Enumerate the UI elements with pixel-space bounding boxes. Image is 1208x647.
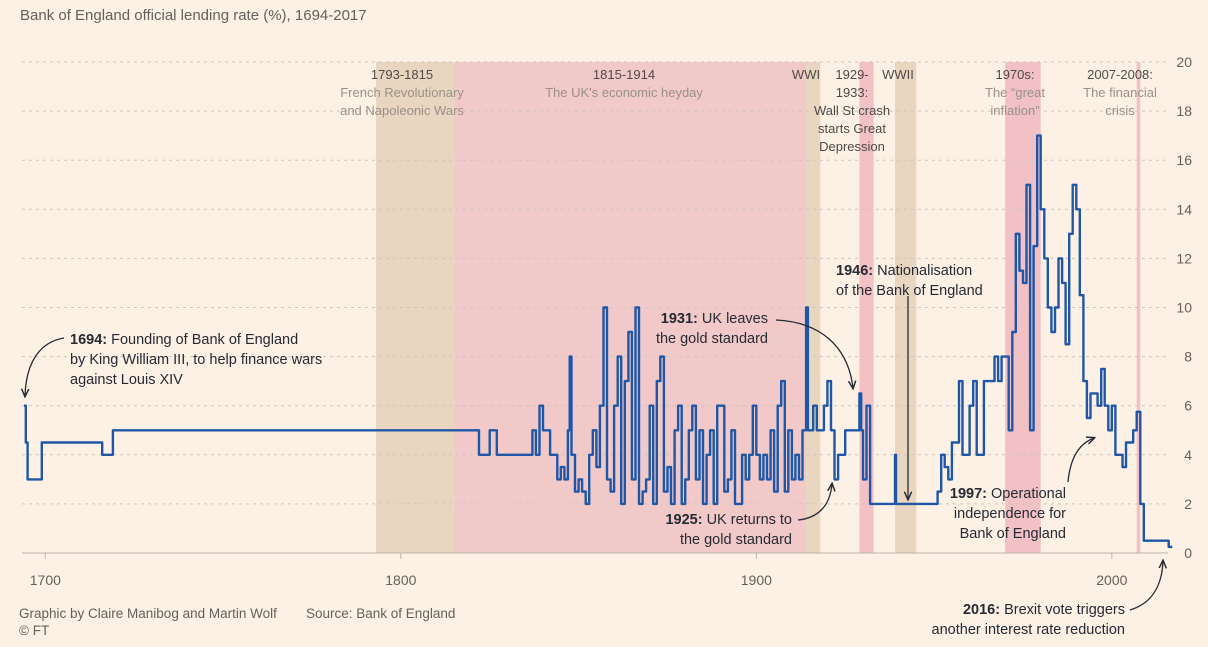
chart-title: Bank of England official lending rate (%… bbox=[20, 7, 367, 24]
footer-credit: Graphic by Claire Manibog and Martin Wol… bbox=[19, 606, 277, 621]
period-bands bbox=[375, 62, 1141, 553]
footer-copyright: © FT bbox=[19, 623, 49, 638]
period-label-3-4: Depression bbox=[819, 139, 885, 154]
period-label-1-0: 1815-1914 bbox=[593, 67, 655, 82]
x-tick-1700: 1700 bbox=[30, 572, 61, 588]
annotation-4-line-1: independence for bbox=[954, 506, 1066, 522]
y-tick-12: 12 bbox=[1176, 250, 1192, 266]
period-label-6-2: crisis bbox=[1105, 103, 1135, 118]
annotation-arrow-5 bbox=[1129, 561, 1163, 611]
y-axis: 0 2 4 6 8 10 12 14 16 18 20 bbox=[1176, 54, 1192, 561]
period-label-3-1: 1933: bbox=[836, 85, 869, 100]
period-label-3-3: starts Great bbox=[818, 121, 886, 136]
period-label-2-0: WWI bbox=[792, 67, 820, 82]
rate-series-line bbox=[24, 134, 1173, 549]
period-label-1-1: The UK's economic heyday bbox=[545, 85, 703, 100]
period-label-3-2: Wall St crash bbox=[814, 103, 890, 118]
period-label-0-2: and Napoleonic Wars bbox=[340, 103, 464, 118]
y-tick-14: 14 bbox=[1176, 201, 1192, 217]
period-band-6 bbox=[1136, 62, 1141, 553]
annotation-3-line-1: the gold standard bbox=[680, 532, 792, 548]
annotation-4: 1997: Operational bbox=[950, 486, 1066, 502]
annotation-arrow-4 bbox=[1067, 438, 1094, 483]
period-label-0-1: French Revolutionary bbox=[340, 85, 464, 100]
y-tick-6: 6 bbox=[1184, 398, 1192, 414]
period-label-5-1: The “great bbox=[985, 85, 1045, 100]
annotation-arrows bbox=[25, 296, 1163, 611]
annotation-1-line-1: the gold standard bbox=[656, 331, 768, 347]
annotations: 1694: Founding of Bank of England by King… bbox=[70, 263, 1125, 638]
annotation-1: 1931: UK leaves bbox=[661, 311, 768, 327]
y-tick-20: 20 bbox=[1176, 54, 1192, 70]
annotation-0: 1694: Founding of Bank of England bbox=[70, 332, 298, 348]
period-label-6-0: 2007-2008: bbox=[1087, 67, 1153, 82]
period-label-5-0: 1970s: bbox=[995, 67, 1034, 82]
x-tick-2000: 2000 bbox=[1096, 572, 1127, 588]
annotation-arrow-0 bbox=[25, 337, 65, 396]
y-tick-18: 18 bbox=[1176, 103, 1192, 119]
period-label-6-1: The financial bbox=[1083, 85, 1157, 100]
y-tick-4: 4 bbox=[1184, 447, 1192, 463]
annotation-0-line-2: against Louis XIV bbox=[70, 372, 183, 388]
annotation-3: 1925: UK returns to bbox=[665, 512, 792, 528]
annotation-2: 1946: Nationalisation bbox=[836, 263, 972, 279]
period-label-0-0: 1793-1815 bbox=[371, 67, 433, 82]
annotation-arrow-3 bbox=[797, 484, 832, 521]
annotation-5: 2016: Brexit vote triggers bbox=[963, 602, 1125, 618]
y-tick-0: 0 bbox=[1184, 545, 1192, 561]
period-label-4-0: WWII bbox=[882, 67, 914, 82]
period-labels: 1793-1815 French Revolutionary and Napoleo… bbox=[340, 67, 1157, 154]
y-tick-10: 10 bbox=[1176, 300, 1192, 316]
annotation-2-line-1: of the Bank of England bbox=[836, 283, 983, 299]
y-tick-16: 16 bbox=[1176, 152, 1192, 168]
x-axis: 1700 1800 1900 2000 bbox=[30, 553, 1128, 588]
annotation-5-line-1: another interest rate reduction bbox=[932, 622, 1125, 638]
annotation-4-line-2: Bank of England bbox=[960, 526, 1066, 542]
x-tick-1800: 1800 bbox=[385, 572, 416, 588]
annotation-arrow-1 bbox=[775, 319, 853, 388]
period-label-3-0: 1929- bbox=[835, 67, 868, 82]
y-tick-2: 2 bbox=[1184, 496, 1192, 512]
annotation-0-line-1: by King William III, to help finance war… bbox=[70, 352, 322, 368]
footer-source: Source: Bank of England bbox=[306, 606, 455, 621]
x-tick-1900: 1900 bbox=[741, 572, 772, 588]
y-tick-8: 8 bbox=[1184, 349, 1192, 365]
period-label-5-2: inflation” bbox=[990, 103, 1039, 118]
